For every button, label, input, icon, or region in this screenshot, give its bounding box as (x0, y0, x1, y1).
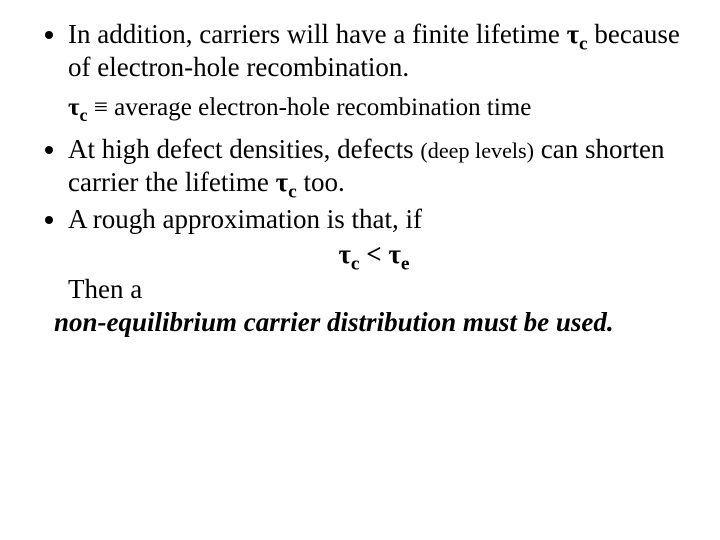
bullet-2-tau: τ (276, 167, 288, 197)
bullet-2: At high defect densities, defects (deep … (68, 133, 680, 199)
def-text: average electron-hole recombination time (114, 94, 531, 121)
then-line: Then a (68, 273, 680, 306)
bullet-1: In addition, carriers will have a finite… (68, 18, 680, 84)
bullet-2-tau-sub: c (288, 181, 297, 202)
definition-line: τc ≡ average electron-hole recombination… (68, 92, 680, 123)
slide-body: In addition, carriers will have a finite… (0, 0, 720, 540)
ineq-tau-e: τ (388, 239, 400, 269)
bullet-1-tau-sub: c (579, 33, 588, 54)
bullet-list: In addition, carriers will have a finite… (40, 18, 680, 84)
bullet-2-small: (deep levels) (420, 138, 534, 163)
bullet-3: A rough approximation is that, if τc < τ… (68, 203, 680, 339)
def-tau-sub: c (80, 105, 88, 125)
bullet-1-tau: τ (567, 19, 579, 49)
bullet-2-text-c: too. (297, 167, 345, 197)
ineq-lt: < (360, 239, 389, 269)
ineq-sub-e: e (401, 253, 410, 274)
inequality-line: τc < τe (68, 238, 680, 271)
bullet-3-text: A rough approximation is that, if (68, 204, 422, 234)
ineq-tau-c: τ (338, 239, 350, 269)
bullet-list-2: At high defect densities, defects (deep … (40, 133, 680, 339)
bullet-2-text-a: At high defect densities, defects (68, 134, 420, 164)
def-equiv: ≡ (88, 94, 115, 121)
bullet-1-text-a: In addition, carriers will have a finite… (68, 19, 567, 49)
conclusion-line: non-equilibrium carrier distribution mus… (54, 306, 680, 339)
ineq-sub-c: c (351, 253, 360, 274)
def-tau: τ (68, 94, 80, 121)
